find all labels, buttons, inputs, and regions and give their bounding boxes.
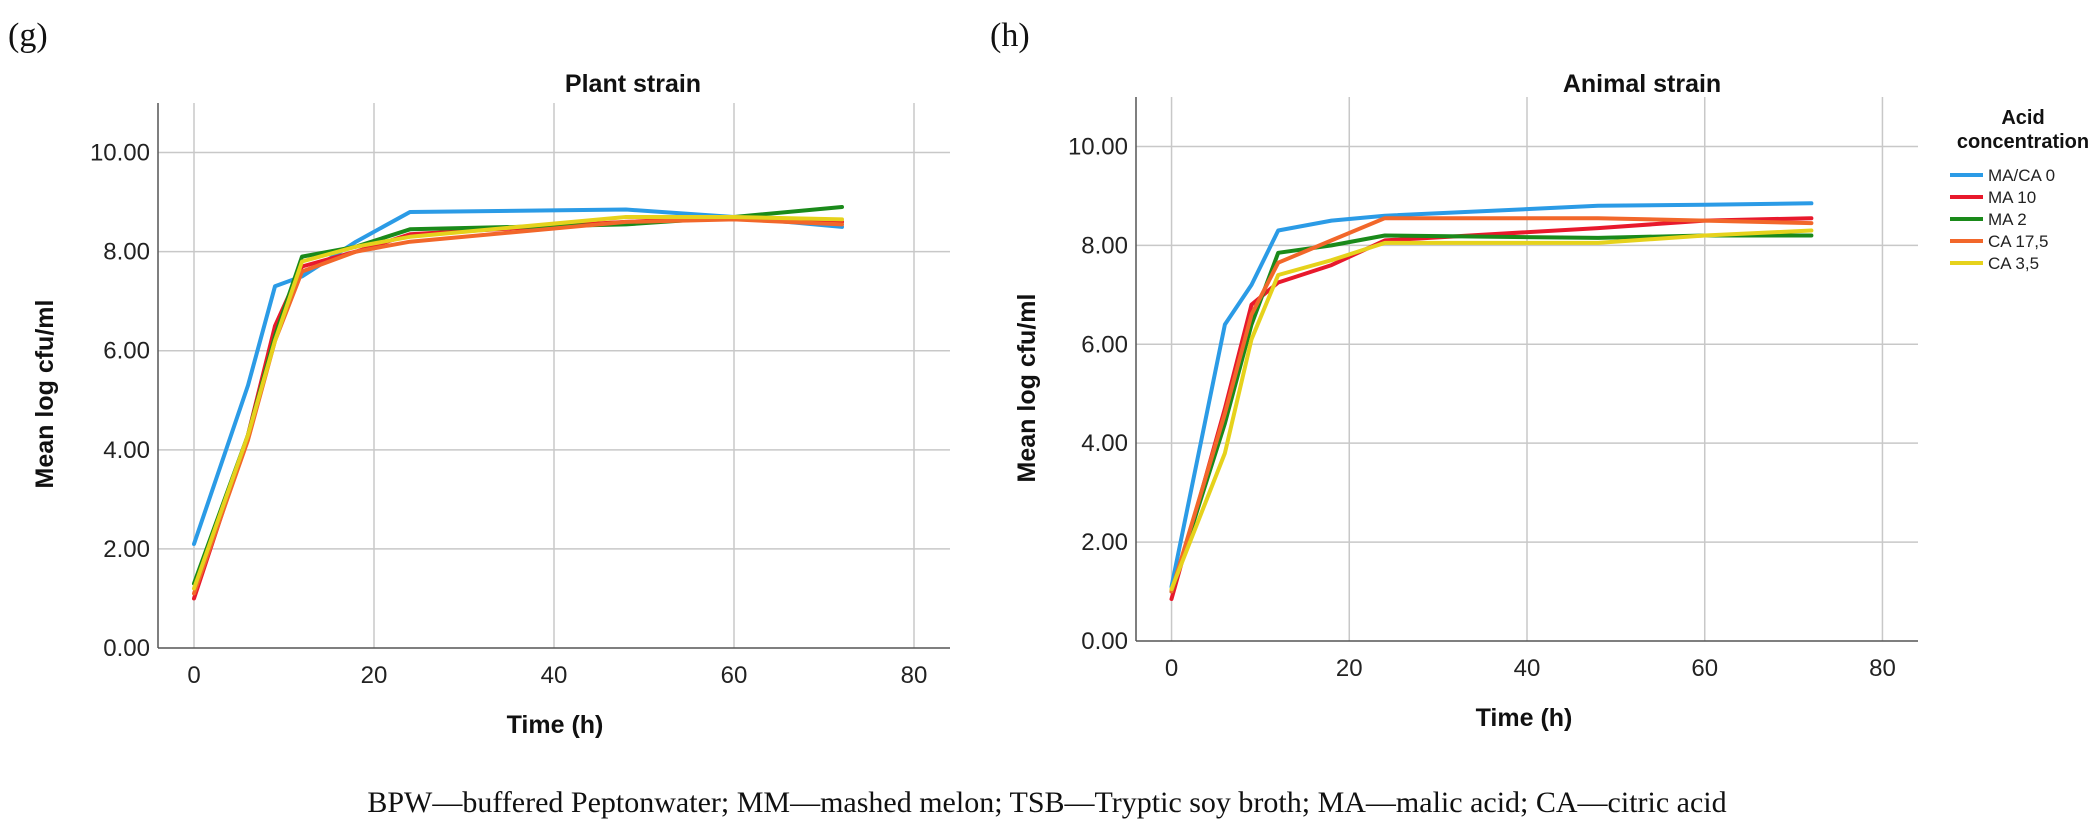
y-axis-label-animal: Mean log cfu/ml: [1013, 294, 1041, 483]
x-tick-label: 60: [1691, 655, 1718, 682]
y-tick-label: 10.00: [90, 140, 150, 167]
x-tick-label: 80: [1869, 655, 1896, 682]
chart-title-animal: Animal strain: [1563, 70, 1721, 98]
legend-label-ma-2: MA 2: [1988, 210, 2027, 229]
x-tick-label: 40: [541, 662, 568, 689]
legend-label-ma-10: MA 10: [1988, 188, 2036, 207]
series-line-ca-17-5: [1169, 216, 1814, 594]
y-tick-label: 6.00: [1081, 331, 1128, 358]
y-axis-label-plant: Mean log cfu/ml: [31, 300, 59, 489]
plot-area-plant: 0 20 40 60 80 0.00 2.00 4.00 6.00 8.00 10.00: [90, 103, 950, 689]
figure-caption: BPW—buffered Peptonwater; MM—mashed melo…: [367, 786, 1726, 819]
x-tick-label: 20: [361, 662, 388, 689]
y-tick-label: 0.00: [103, 635, 150, 662]
series-line-ca-17-5: [192, 217, 844, 596]
y-tick-label: 0.00: [1081, 628, 1128, 655]
y-tick-label: 4.00: [103, 437, 150, 464]
series-line-ma-ca-0: [192, 207, 844, 546]
legend: Acid concentration MA/CA 0 MA 10 MA 2 CA 17…: [1950, 107, 2089, 273]
y-tick-label: 4.00: [1081, 430, 1128, 457]
series-line-ma-10: [192, 215, 844, 601]
legend-label-ca-3-5: CA 3,5: [1988, 254, 2039, 273]
y-tick-label: 8.00: [103, 239, 150, 266]
legend-title-line-1: Acid: [2001, 107, 2044, 129]
series-line-ma-2: [192, 205, 844, 586]
plot-area-animal: 0 20 40 60 80 0.00 2.00 4.00 6.00 8.00 10.00: [1068, 97, 1918, 682]
y-tick-label: 2.00: [1081, 529, 1128, 556]
legend-label-ca-17-5: CA 17,5: [1988, 232, 2049, 251]
chart-panel-plant-strain: (g) Plant strain 0 20 40 60 80 0.00 2.00 4.00 6.…: [8, 17, 950, 739]
y-tick-label: 10.00: [1068, 133, 1128, 160]
y-tick-label: 2.00: [103, 536, 150, 563]
x-axis-label-animal: Time (h): [1476, 704, 1573, 732]
chart-title-plant: Plant strain: [565, 70, 701, 98]
x-tick-label: 0: [1165, 655, 1178, 682]
series-line-ca-3-5: [1169, 228, 1814, 592]
legend-title-line-2: concentration: [1957, 131, 2089, 153]
x-tick-label: 80: [901, 662, 928, 689]
x-tick-label: 60: [721, 662, 748, 689]
legend-label-ma-ca-0: MA/CA 0: [1988, 166, 2055, 185]
panel-tag-g: (g): [8, 17, 48, 54]
x-tick-label: 40: [1514, 655, 1541, 682]
x-axis-label-plant: Time (h): [507, 711, 604, 739]
y-tick-label: 8.00: [1081, 232, 1128, 259]
x-tick-label: 20: [1336, 655, 1363, 682]
y-tick-label: 6.00: [103, 338, 150, 365]
series-line-ca-3-5: [192, 215, 844, 591]
panel-tag-h: (h): [990, 17, 1030, 54]
x-tick-label: 0: [187, 662, 200, 689]
series-line-ma-ca-0: [1169, 201, 1814, 589]
chart-panel-animal-strain: (h) Animal strain 0 20 40 60 80 0.00 2.00 4.00 6…: [990, 17, 1918, 732]
